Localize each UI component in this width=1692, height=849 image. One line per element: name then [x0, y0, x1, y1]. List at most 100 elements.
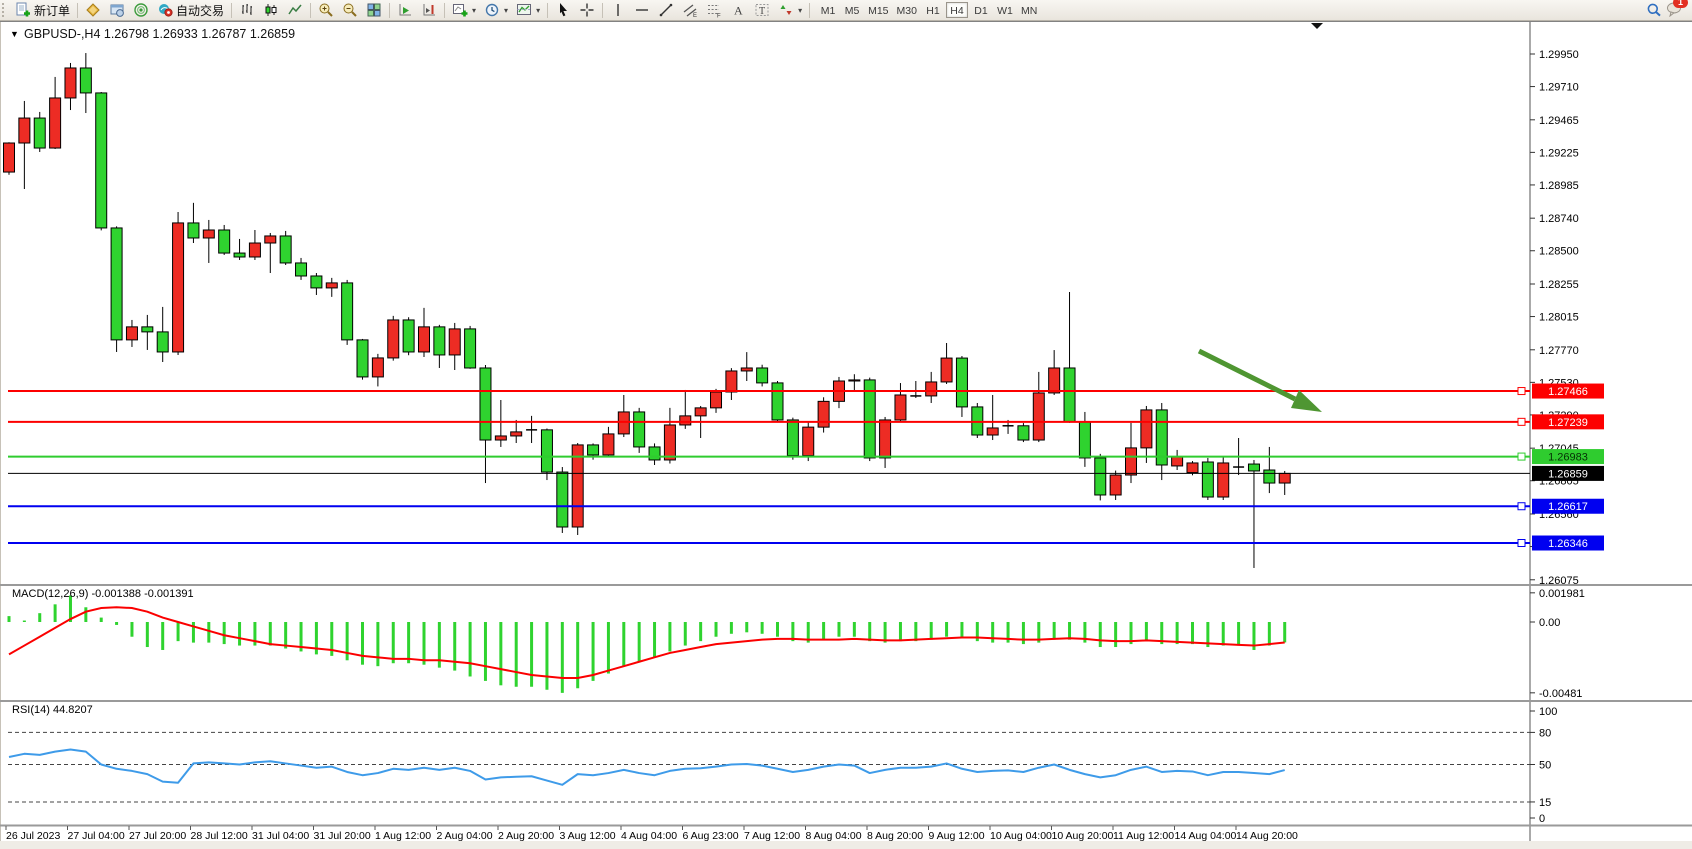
candle-body	[771, 382, 784, 421]
rsi-tick-label: 50	[1539, 760, 1551, 772]
candle-body	[1140, 409, 1153, 449]
candle-body	[1094, 457, 1107, 496]
chart-shift-button[interactable]	[417, 1, 441, 19]
tf-H1[interactable]: H1	[922, 2, 944, 18]
market-watch-button[interactable]	[105, 1, 129, 19]
symbol-dropdown-icon[interactable]: ▼	[10, 29, 19, 39]
profiles-button[interactable]	[81, 1, 105, 19]
tile-windows-button[interactable]	[362, 1, 386, 19]
time-axis[interactable]: 26 Jul 2023 27 Jul 04:00 27 Jul 20:00 28 Ju…	[5, 826, 1298, 842]
tf-M15[interactable]: M15	[865, 2, 891, 18]
arrows-objects-button[interactable]: ▾	[774, 1, 806, 19]
search-button[interactable]	[1642, 1, 1666, 19]
toolbar-separator	[77, 2, 79, 18]
cursor-arrow-icon	[555, 2, 571, 18]
candle-body	[279, 235, 292, 264]
tf-W1[interactable]: W1	[994, 2, 1016, 18]
text-label-button[interactable]: T	[750, 1, 774, 19]
horizontal-line-button[interactable]	[630, 1, 654, 19]
price-tick-label: 1.28015	[1539, 312, 1579, 324]
crosshair-icon	[579, 2, 595, 18]
indicators-button[interactable]: ▾	[448, 1, 480, 19]
candle-body	[510, 431, 523, 437]
zoom-out-button[interactable]	[338, 1, 362, 19]
line-handle[interactable]	[1517, 387, 1526, 396]
indicators-icon	[452, 2, 468, 18]
candle-body	[802, 426, 815, 457]
trendline-icon	[658, 2, 674, 18]
candle-body	[3, 142, 15, 173]
line-handle[interactable]	[1517, 417, 1526, 426]
tf-H4[interactable]: H4	[945, 2, 968, 18]
crosshair-button[interactable]	[575, 1, 599, 19]
tf-D1[interactable]: D1	[970, 2, 992, 18]
tf-M30[interactable]: M30	[894, 2, 920, 18]
equidistant-channel-button[interactable]: E	[678, 1, 702, 19]
time-label: 31 Jul 04:00	[252, 830, 309, 842]
market-watch-icon	[109, 2, 125, 18]
trend-arrow-annotation[interactable]	[1197, 348, 1322, 412]
candle-body	[95, 92, 108, 229]
autotrading-button[interactable]: 自动交易	[153, 1, 228, 19]
line-handle[interactable]	[1517, 539, 1526, 548]
rsi-tick-label: 0	[1539, 813, 1545, 825]
arrow-objects-icon	[778, 2, 794, 18]
candle-body	[325, 282, 338, 289]
autotrading-icon	[157, 2, 173, 18]
line-handle[interactable]	[1517, 502, 1526, 511]
time-label: 7 Aug 12:00	[744, 830, 800, 842]
arrowhead-icon	[1291, 390, 1322, 412]
toolbar-grip[interactable]	[2, 3, 9, 17]
candle-body	[879, 419, 892, 459]
vertical-line-button[interactable]	[606, 1, 630, 19]
time-label: 31 Jul 20:00	[314, 830, 371, 842]
zoom-out-icon	[342, 2, 358, 18]
templates-button[interactable]: ▾	[512, 1, 544, 19]
candle-body	[417, 326, 430, 353]
tf-M5[interactable]: M5	[841, 2, 863, 18]
time-label: 2 Aug 04:00	[437, 830, 493, 842]
text-button[interactable]: A	[726, 1, 750, 19]
new-order-button[interactable]: 新订单	[11, 1, 74, 19]
zoom-in-icon	[318, 2, 334, 18]
candle-body	[187, 222, 200, 239]
price-tick-label: 1.26075	[1539, 575, 1579, 587]
candle-body	[602, 433, 615, 456]
tf-M1[interactable]: M1	[817, 2, 839, 18]
line-handle[interactable]	[1517, 452, 1526, 461]
tf-MN[interactable]: MN	[1018, 2, 1040, 18]
notifications-button[interactable]: 1	[1666, 0, 1688, 20]
line-chart-button[interactable]	[283, 1, 307, 19]
time-label: 9 Aug 12:00	[929, 830, 985, 842]
toolbar-separator	[547, 2, 549, 18]
macd-tick-label: 0.001981	[1539, 588, 1585, 600]
candle-body	[786, 419, 799, 457]
auto-scroll-button[interactable]	[393, 1, 417, 19]
zoom-in-button[interactable]	[314, 1, 338, 19]
candle-body	[1217, 462, 1230, 498]
candle-body	[494, 435, 507, 441]
time-label: 27 Jul 04:00	[68, 830, 125, 842]
candlestick-chart-icon	[263, 2, 279, 18]
line-price-label	[1532, 498, 1604, 514]
candlestick-chart-button[interactable]	[259, 1, 283, 19]
toolbar-separator	[231, 2, 233, 18]
chart-shift-marker-icon[interactable]	[1311, 23, 1323, 29]
template-icon	[516, 2, 532, 18]
candle-body	[218, 229, 231, 254]
time-label: 26 Jul 2023	[6, 830, 60, 842]
candle-body	[156, 331, 169, 353]
candle-body	[33, 117, 46, 149]
trendline-button[interactable]	[654, 1, 678, 19]
bar-chart-button[interactable]	[235, 1, 259, 19]
toolbar-separator	[389, 2, 391, 18]
time-label: 4 Aug 04:00	[621, 830, 677, 842]
vertical-line-icon	[610, 2, 626, 18]
cursor-button[interactable]	[551, 1, 575, 19]
fibonacci-button[interactable]: F	[702, 1, 726, 19]
navigator-button[interactable]	[129, 1, 153, 19]
toolbar-separator	[809, 2, 811, 18]
horizontal-line-icon	[634, 2, 650, 18]
periods-button[interactable]: ▾	[480, 1, 512, 19]
